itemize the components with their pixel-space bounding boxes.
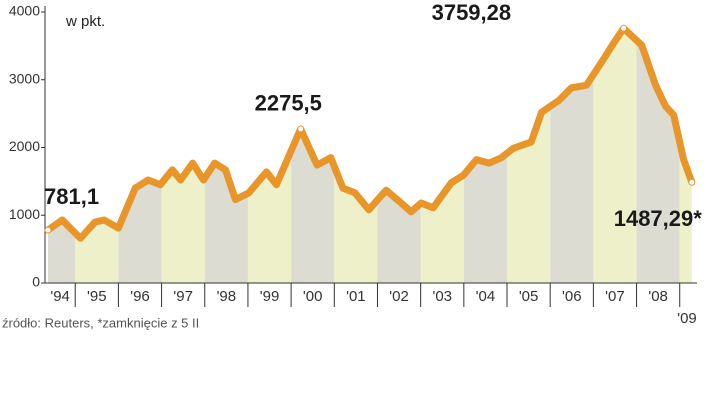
x-tick-label: '98 xyxy=(217,288,237,305)
y-tick-label: 0 xyxy=(32,274,40,290)
x-tick-label: '08 xyxy=(648,288,668,305)
year-band xyxy=(334,28,378,283)
series-line xyxy=(44,24,696,242)
x-tick-label: '01 xyxy=(346,288,366,305)
year-band xyxy=(420,28,464,283)
year-band xyxy=(550,28,594,283)
year-band xyxy=(161,28,205,283)
subtitle: w pkt. xyxy=(65,13,105,30)
y-tick-label: 3000 xyxy=(9,70,40,86)
x-tick-label: '00 xyxy=(303,288,323,305)
value-label: 781,1 xyxy=(44,184,99,209)
x-tick-label: '96 xyxy=(130,288,150,305)
year-band xyxy=(48,28,76,283)
x-tick-label: '07 xyxy=(605,288,625,305)
year-band xyxy=(118,28,162,283)
source: źródło: Reuters, *zamknięcie z 5 II xyxy=(2,315,199,330)
x-tick-label: '03 xyxy=(432,288,452,305)
x-tick-label: '09 xyxy=(677,310,697,327)
x-tick-label: '05 xyxy=(519,288,539,305)
year-band xyxy=(377,28,421,283)
point xyxy=(621,25,627,31)
x-tick-label: '04 xyxy=(476,288,496,305)
value-label: 2275,5 xyxy=(255,91,322,116)
x-tick-label: '99 xyxy=(260,288,280,305)
point xyxy=(45,227,51,233)
year-band xyxy=(593,28,637,283)
x-tick-label: '02 xyxy=(389,288,409,305)
point xyxy=(298,126,304,132)
x-tick-label: '95 xyxy=(87,288,107,305)
y-tick-label: 4000 xyxy=(9,3,40,19)
y-tick-label: 1000 xyxy=(9,206,40,222)
year-band xyxy=(204,28,248,283)
value-label: 3759,28 xyxy=(432,0,512,25)
point xyxy=(689,179,695,185)
x-tick-label: '97 xyxy=(173,288,193,305)
year-band xyxy=(247,28,292,283)
year-band xyxy=(75,28,119,283)
x-tick-label: '94 xyxy=(50,288,70,305)
bands xyxy=(48,28,692,283)
year-band xyxy=(463,28,508,283)
value-label: 1487,29* xyxy=(614,206,703,231)
x-tick-label: '06 xyxy=(562,288,582,305)
y-tick-label: 2000 xyxy=(9,138,40,154)
